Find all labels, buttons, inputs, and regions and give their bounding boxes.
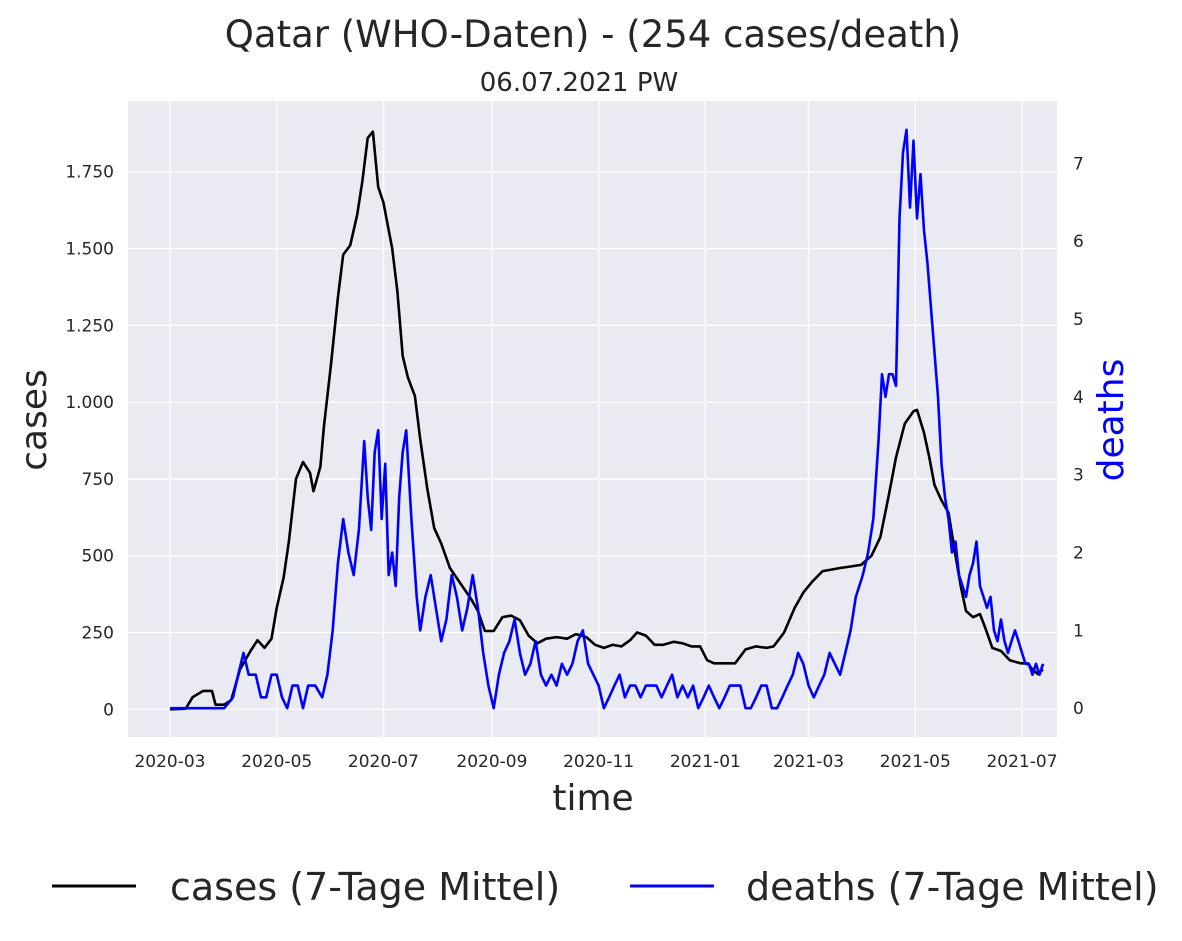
right-tick-label: 2 — [1073, 544, 1084, 564]
x-tick-label: 2020-09 — [456, 752, 527, 772]
left-axis-label: cases — [14, 369, 55, 471]
x-axis-label: time — [552, 778, 633, 819]
right-tick-label: 7 — [1073, 154, 1084, 174]
x-tick-label: 2020-07 — [348, 752, 419, 772]
left-tick-label: 1.000 — [65, 393, 114, 413]
right-tick-label: 0 — [1073, 699, 1084, 719]
left-tick-label: 500 — [82, 547, 114, 567]
left-tick-label: 1.750 — [65, 163, 114, 183]
right-axis-ticks: 0 1 2 3 4 5 6 7 — [1073, 154, 1084, 719]
x-tick-label: 2021-01 — [670, 752, 741, 772]
legend-label-cases: cases (7-Tage Mittel) — [170, 865, 560, 909]
x-tick-label: 2020-03 — [134, 752, 205, 772]
legend-label-deaths: deaths (7-Tage Mittel) — [746, 865, 1159, 909]
deaths-line — [170, 128, 1045, 710]
plot-area — [128, 101, 1057, 737]
left-tick-label: 0 — [103, 700, 114, 720]
series-lines — [169, 128, 1045, 711]
right-tick-label: 1 — [1073, 621, 1084, 641]
right-tick-label: 3 — [1073, 466, 1084, 486]
right-tick-label: 4 — [1073, 388, 1084, 408]
x-tick-label: 2021-03 — [773, 752, 844, 772]
x-axis-ticks: 2020-03 2020-05 2020-07 2020-09 2020-11 2021-… — [134, 752, 1057, 772]
chart-title: Qatar (WHO-Daten) - (254 cases/death) — [225, 13, 961, 56]
left-tick-label: 1.250 — [65, 316, 114, 336]
left-axis-ticks: 0 250 500 750 1.000 1.250 1.500 1.750 — [65, 163, 114, 721]
left-tick-label: 1.500 — [65, 239, 114, 259]
left-tick-label: 250 — [82, 624, 114, 644]
right-tick-label: 6 — [1073, 232, 1084, 252]
right-tick-label: 5 — [1073, 310, 1084, 330]
chart-subtitle: 06.07.2021 PW — [480, 68, 679, 98]
left-tick-label: 750 — [82, 470, 114, 490]
legend: cases (7-Tage Mittel) deaths (7-Tage Mit… — [52, 865, 1159, 909]
x-tick-label: 2020-11 — [563, 752, 634, 772]
x-tick-label: 2021-05 — [880, 752, 951, 772]
right-axis-label: deaths — [1091, 359, 1132, 482]
x-tick-label: 2020-05 — [241, 752, 312, 772]
x-tick-label: 2021-07 — [986, 752, 1057, 772]
